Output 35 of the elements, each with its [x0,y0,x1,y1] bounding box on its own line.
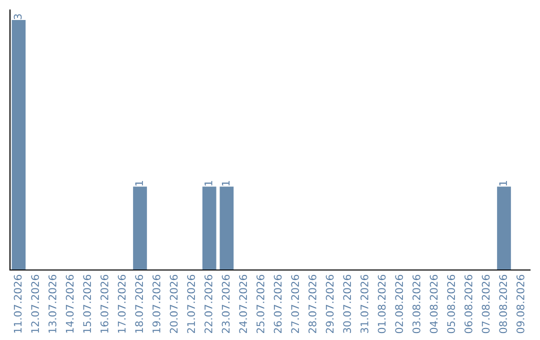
x-tick-label: 02.08.2026 [395,274,404,334]
x-tick-label: 01.08.2026 [378,274,386,334]
x-tick-label: 26.07.2026 [274,274,282,334]
x-tick-label: 14.07.2026 [66,274,74,333]
x-tick-label: 20.07.2026 [170,274,178,334]
data-label: 1 [222,181,230,186]
x-tick-label: 06.08.2026 [464,274,472,334]
data-label: 1 [204,181,212,186]
data-label: 1 [135,181,143,186]
x-tick-label: 27.07.2026 [291,274,300,334]
x-tick-label: 23.07.2026 [222,274,230,334]
x-tick-label: 25.07.2026 [256,274,264,334]
x-tick-label: 15.07.2026 [83,274,92,333]
x-tick-label: 12.07.2026 [31,274,40,333]
x-tick-label: 21.07.2026 [187,274,196,334]
x-tick-label: 31.07.2026 [360,274,368,334]
x-tick-label: 07.08.2026 [482,274,490,334]
x-tick-label: 05.08.2026 [447,274,456,334]
x-tick-label: 16.07.2026 [100,274,108,333]
x-tick-label: 04.08.2026 [430,274,438,334]
x-tick-label: 17.07.2026 [118,274,126,333]
x-tick-label: 24.07.2026 [239,274,248,334]
x-tick-label: 13.07.2026 [48,274,56,333]
x-tick-label: 30.07.2026 [343,274,352,334]
x-tick-label: 08.08.2026 [499,274,508,334]
x-tick-label: 11.07.2026 [14,274,22,333]
x-tick-label: 22.07.2026 [204,274,212,334]
x-tick-label: 19.07.2026 [152,274,160,333]
x-tick-label: 28.07.2026 [308,274,316,334]
data-label: 3 [14,14,22,20]
x-tick-label: 03.08.2026 [412,274,420,334]
x-tick-label: 09.08.2026 [516,274,524,334]
x-tick-label: 29.07.2026 [326,274,334,334]
x-tick-label: 18.07.2026 [135,274,144,333]
data-label: 1 [499,181,507,186]
